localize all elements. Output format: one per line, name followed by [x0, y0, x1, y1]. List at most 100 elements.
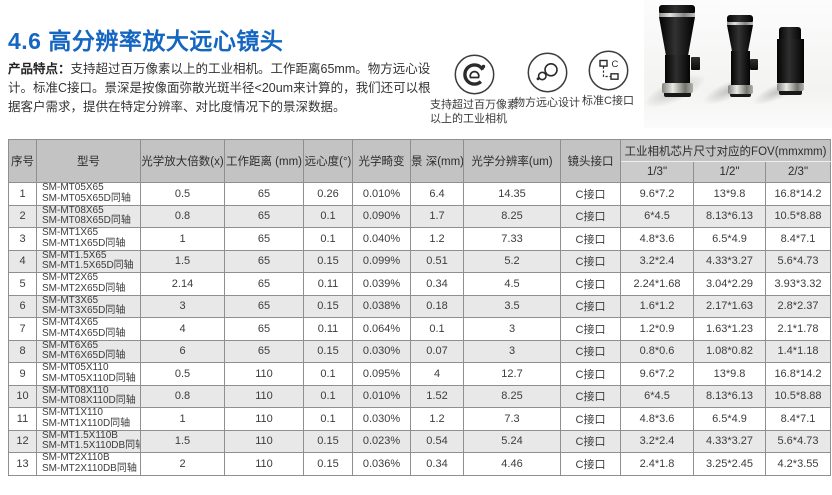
model-cell: SM-MT1.5X65 SM-MT1.5X65D同轴	[36, 249, 141, 273]
spec-cell: 0.26	[303, 182, 353, 206]
spec-cell: 8.13*6.13	[693, 204, 766, 228]
model-cell: SM-MT1.5X110B SM-MT1.5X110DB同轴	[36, 429, 141, 453]
spec-cell: 65	[224, 317, 304, 341]
spec-cell: 6.4	[410, 182, 464, 206]
spec-cell: 110	[224, 362, 304, 386]
row-index-cell: 4	[8, 249, 37, 273]
row-index-cell: 8	[8, 339, 37, 363]
row-index-cell: 1	[8, 182, 37, 206]
spec-cell: 0.038%	[352, 294, 411, 318]
spec-cell: 1.5	[140, 429, 225, 453]
spec-cell: 110	[224, 429, 304, 453]
model-cell: SM-MT08X65 SM-MT08X65D同轴	[36, 204, 141, 228]
feature-label: 物方远心设计	[514, 97, 580, 109]
col-header-fov-12: 1/2"	[693, 161, 766, 183]
model-cell: SM-MT6X65 SM-MT6X65D同轴	[36, 339, 141, 363]
lens-product-photo	[638, 0, 832, 128]
spec-cell: C接口	[560, 407, 621, 431]
row-index-cell: 9	[8, 362, 37, 386]
table-row: 6 SM-MT3X65 SM-MT3X65D同轴 3 65 0.15 0.038% 0.18 3…	[8, 294, 831, 318]
spec-cell: 0.090%	[352, 204, 411, 228]
spec-cell: 1.2	[410, 407, 464, 431]
table-row: 10 SM-MT08X110 SM-MT08X110D同轴 0.8 110 0.1 0.01…	[8, 384, 831, 408]
spec-cell: 1.5	[140, 249, 225, 273]
spec-cell: 0.8*0.6	[620, 339, 694, 363]
col-header-fov-13: 1/3"	[620, 161, 694, 183]
camera-sensor-icon	[454, 54, 495, 95]
spec-cell: 0.1	[303, 407, 353, 431]
spec-cell: 1	[140, 407, 225, 431]
table-row: 3 SM-MT1X65 SM-MT1X65D同轴 1 65 0.1 0.040% 1.2 7.3…	[8, 227, 831, 251]
spec-cell: 2.14	[140, 272, 225, 296]
spec-cell: 0.11	[303, 272, 353, 296]
spec-cell: 0.010%	[352, 384, 411, 408]
spec-table: 序号 型号 光学放大倍数(x) 工作距离 (mm) 远心度(°) 光学畸变 景 …	[8, 139, 831, 476]
spec-cell: 4	[410, 362, 464, 386]
spec-cell: C接口	[560, 272, 621, 296]
model-cell: SM-MT08X110 SM-MT08X110D同轴	[36, 384, 141, 408]
table-row: 13 SM-MT2X110B SM-MT2X110DB同轴 2 110 0.15 0.036…	[8, 452, 831, 476]
spec-cell: 0.5	[140, 182, 225, 206]
lens-small	[776, 27, 804, 95]
spec-cell: 7.3	[463, 407, 561, 431]
spec-cell: 3	[463, 317, 561, 341]
spec-cell: 0.1	[303, 227, 353, 251]
spec-cell: C接口	[560, 339, 621, 363]
table-row: 8 SM-MT6X65 SM-MT6X65D同轴 6 65 0.15 0.030% 0.07 3…	[8, 339, 831, 363]
spec-cell: 110	[224, 384, 304, 408]
spec-cell: 0.095%	[352, 362, 411, 386]
spec-cell: 2.1*1.78	[765, 317, 831, 341]
spec-cell: C接口	[560, 227, 621, 251]
spec-cell: C接口	[560, 249, 621, 273]
table-row: 2 SM-MT08X65 SM-MT08X65D同轴 0.8 65 0.1 0.090% 1.…	[8, 204, 831, 228]
row-index-cell: 7	[8, 317, 37, 341]
spec-cell: 3.04*2.29	[693, 272, 766, 296]
spec-cell: 0.1	[410, 317, 464, 341]
col-header-fov-23: 2/3"	[765, 161, 831, 183]
spec-cell: 0.030%	[352, 407, 411, 431]
spec-cell: 0.11	[303, 317, 353, 341]
col-header-resolution: 光学分辨率(um)	[463, 139, 561, 183]
feature-label: 标准C接口	[582, 95, 634, 107]
model-cell: SM-MT2X110B SM-MT2X110DB同轴	[36, 452, 141, 476]
spec-cell: 8.4*7.1	[765, 227, 831, 251]
spec-cell: C接口	[560, 294, 621, 318]
feature-label: 支持超过百万像素 以上的工业相机	[430, 99, 518, 125]
c-mount-icon: C	[588, 50, 629, 91]
spec-cell: 6	[140, 339, 225, 363]
spec-cell: C接口	[560, 384, 621, 408]
model-cell: SM-MT1X65 SM-MT1X65D同轴	[36, 227, 141, 251]
row-index-cell: 5	[8, 272, 37, 296]
spec-cell: 3	[140, 294, 225, 318]
spec-cell: 2.8*2.37	[765, 294, 831, 318]
spec-cell: 2	[140, 452, 225, 476]
spec-cell: 1.2*0.9	[620, 317, 694, 341]
spec-cell: 0.15	[303, 452, 353, 476]
spec-cell: 0.040%	[352, 227, 411, 251]
spec-cell: 9.6*7.2	[620, 362, 694, 386]
spec-cell: 13*9.8	[693, 182, 766, 206]
intro-label: 产品特点：	[8, 62, 71, 76]
spec-cell: 4.2*3.55	[765, 452, 831, 476]
spec-cell: 65	[224, 249, 304, 273]
intro-text: 支持超过百万像素以上的工业相机。工作距离65mm。物方远心设计。标准C接口。景深…	[8, 62, 431, 114]
spec-cell: 3.25*2.45	[693, 452, 766, 476]
spec-cell: 3.2*2.4	[620, 429, 694, 453]
spec-cell: 0.1	[303, 204, 353, 228]
feature-megapixel: 支持超过百万像素 以上的工业相机	[426, 54, 522, 126]
model-cell: SM-MT1X110 SM-MT1X110D同轴	[36, 407, 141, 431]
spec-cell: 10.5*8.88	[765, 384, 831, 408]
spec-cell: 16.8*14.2	[765, 362, 831, 386]
spec-cell: 14.35	[463, 182, 561, 206]
spec-cell: 7.33	[463, 227, 561, 251]
spec-cell: 0.023%	[352, 429, 411, 453]
spec-cell: 6*4.5	[620, 204, 694, 228]
spec-cell: 0.099%	[352, 249, 411, 273]
col-header-dof: 景 深(mm)	[410, 139, 464, 183]
row-index-cell: 12	[8, 429, 37, 453]
spec-cell: 0.064%	[352, 317, 411, 341]
spec-cell: 3.5	[463, 294, 561, 318]
row-index-cell: 6	[8, 294, 37, 318]
spec-cell: 3.2*2.4	[620, 249, 694, 273]
